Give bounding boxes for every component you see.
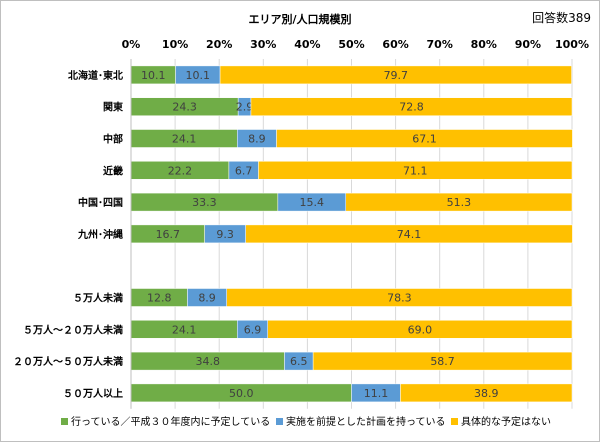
data-label: 2.9 [236, 101, 254, 114]
data-label: 10.1 [141, 69, 166, 82]
bar-segment [258, 161, 573, 180]
category-label: ５万人～２０万人未満 [23, 323, 123, 336]
data-label: 79.7 [384, 69, 409, 82]
x-tick-label: 90% [515, 38, 541, 51]
x-tick-label: 10% [162, 38, 188, 51]
x-tick-label: 100% [555, 38, 589, 51]
x-tick-label: 20% [206, 38, 232, 51]
data-label: 15.4 [300, 196, 325, 209]
category-label: ２０万人～５０万人未満 [13, 355, 123, 368]
data-label: 8.9 [248, 133, 266, 146]
data-label: 71.1 [403, 164, 428, 177]
bar-segment [345, 192, 573, 212]
x-tick-label: 50% [338, 38, 364, 51]
category-label: 中国･四国 [78, 196, 123, 209]
data-label: 33.3 [192, 196, 217, 209]
data-label: 11.1 [364, 387, 389, 400]
category-label: 関東 [103, 101, 123, 114]
x-tick-label: 60% [382, 38, 408, 51]
x-tick-label: 70% [427, 38, 453, 51]
x-tick-label: 40% [294, 38, 320, 51]
bar-segment [250, 97, 573, 116]
data-label: 24.1 [172, 323, 197, 336]
data-label: 9.3 [216, 228, 234, 241]
data-label: 69.0 [408, 323, 433, 336]
data-label: 58.7 [430, 355, 455, 368]
legend-swatch [61, 418, 68, 425]
data-label: 6.5 [290, 355, 308, 368]
legend-label: 実施を前提とした計画を持っている [286, 415, 446, 428]
data-label: 67.1 [412, 133, 437, 146]
bar-segment [312, 351, 573, 371]
data-label: 51.3 [447, 196, 472, 209]
legend-label: 具体的な予定はない [461, 415, 551, 428]
x-tick-label: 80% [471, 38, 497, 51]
data-label: 50.0 [229, 387, 254, 400]
data-label: 34.8 [195, 355, 220, 368]
bar-segment [219, 65, 572, 85]
legend-swatch [451, 418, 458, 425]
x-tick-label: 0% [122, 38, 141, 51]
category-label: 九州･沖縄 [77, 228, 123, 241]
category-label: ５０万人以上 [63, 387, 123, 400]
data-label: 72.8 [399, 101, 424, 114]
category-label: 中部 [103, 133, 123, 146]
x-tick-label: 30% [250, 38, 276, 51]
data-label: 38.9 [474, 387, 499, 400]
category-label: 北海道･東北 [68, 69, 123, 82]
bar-segment [245, 224, 573, 244]
data-label: 16.7 [156, 228, 181, 241]
respondent-count: 回答数389 [532, 11, 591, 25]
category-label: ５万人未満 [73, 292, 123, 305]
legend-swatch [276, 418, 283, 425]
data-label: 22.2 [168, 164, 193, 177]
bar-segment [400, 383, 573, 403]
data-label: 24.1 [172, 133, 197, 146]
bar-segment [276, 129, 573, 148]
data-label: 6.7 [235, 164, 253, 177]
data-label: 10.1 [186, 69, 211, 82]
bar-segment [267, 320, 573, 339]
category-label: 近畿 [103, 164, 123, 177]
data-label: 78.3 [387, 292, 412, 305]
legend-label: 行っている／平成３０年度内に予定している [71, 415, 270, 428]
data-label: 6.9 [244, 323, 262, 336]
data-label: 8.9 [198, 292, 216, 305]
data-label: 74.1 [397, 228, 422, 241]
chart-title: エリア別/人口規模別 [248, 13, 352, 26]
bar-segment [226, 288, 573, 307]
data-label: 12.8 [147, 292, 172, 305]
data-label: 24.3 [172, 101, 197, 114]
